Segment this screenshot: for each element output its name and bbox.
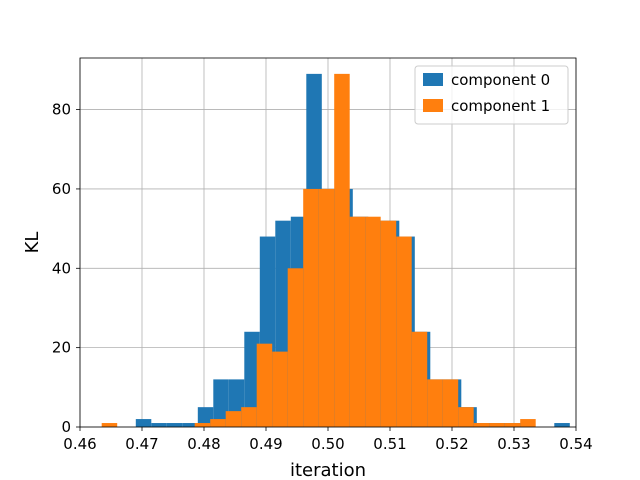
x-tick-label: 0.51 bbox=[373, 435, 406, 453]
histogram-bar bbox=[272, 351, 288, 427]
x-tick-label: 0.53 bbox=[497, 435, 530, 453]
histogram-bar bbox=[473, 423, 490, 427]
legend-label: component 1 bbox=[451, 97, 550, 115]
ticks: 0.46 0.47 0.48 0.49 0.50 0.51 0.52 0.53 0.54 0 20 4… bbox=[52, 101, 593, 453]
histogram-bar bbox=[458, 407, 474, 427]
y-tick-label: 0 bbox=[61, 418, 71, 436]
histogram-bar bbox=[489, 423, 505, 427]
histogram-bar bbox=[349, 216, 366, 427]
histogram-bar bbox=[442, 379, 459, 427]
bars bbox=[101, 73, 570, 427]
histogram-bar bbox=[427, 379, 443, 427]
histogram-bar bbox=[396, 236, 412, 427]
histogram-bar bbox=[210, 419, 226, 427]
x-tick-label: 0.50 bbox=[311, 435, 344, 453]
histogram-bar bbox=[318, 188, 335, 427]
legend-swatch bbox=[423, 99, 443, 112]
x-tick-label: 0.49 bbox=[249, 435, 282, 453]
histogram-bar bbox=[182, 423, 198, 427]
histogram-bar bbox=[554, 423, 570, 427]
x-tick-label: 0.48 bbox=[187, 435, 220, 453]
histogram-bar bbox=[194, 423, 211, 427]
x-tick-label: 0.52 bbox=[435, 435, 468, 453]
y-tick-label: 80 bbox=[52, 101, 71, 119]
histogram-bar bbox=[520, 419, 536, 427]
histogram-bar bbox=[334, 73, 350, 427]
x-tick-label: 0.46 bbox=[63, 435, 96, 453]
y-tick-label: 60 bbox=[52, 180, 71, 198]
histogram-bar bbox=[411, 331, 428, 427]
histogram-bar bbox=[303, 188, 319, 427]
histogram-bar bbox=[225, 411, 242, 427]
histogram-bar bbox=[241, 407, 257, 427]
y-tick-label: 20 bbox=[52, 339, 71, 357]
histogram-bar bbox=[197, 407, 214, 427]
histogram-bar bbox=[380, 220, 397, 427]
legend: component 0 component 1 bbox=[414, 65, 569, 125]
histogram-bar bbox=[151, 423, 167, 427]
y-axis-label: KL bbox=[22, 232, 43, 254]
histogram-bar bbox=[101, 423, 118, 427]
x-tick-label: 0.47 bbox=[125, 435, 158, 453]
series-1-bars bbox=[101, 73, 536, 427]
histogram-bar bbox=[166, 423, 183, 427]
legend-label: component 0 bbox=[451, 71, 550, 89]
histogram-bar bbox=[244, 331, 260, 427]
histogram-bar bbox=[213, 379, 229, 427]
histogram-bar bbox=[256, 343, 273, 427]
legend-swatch bbox=[423, 73, 443, 86]
histogram-bar bbox=[135, 419, 152, 427]
legend-box bbox=[414, 65, 569, 125]
histogram-bar bbox=[504, 423, 521, 427]
y-tick-label: 40 bbox=[52, 259, 71, 277]
histogram-bar bbox=[287, 268, 304, 427]
x-tick-label: 0.54 bbox=[559, 435, 592, 453]
x-axis-label: iteration bbox=[290, 460, 366, 480]
histogram-bar bbox=[365, 216, 381, 427]
